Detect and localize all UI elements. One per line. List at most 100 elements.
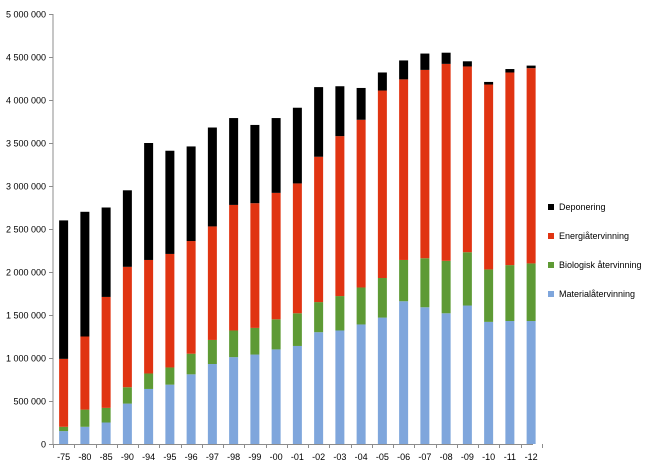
bar-segment-energi-tervinning — [250, 203, 260, 328]
bar-segment-energi-tervinning — [399, 79, 409, 260]
x-tick-label: -12 — [525, 452, 538, 462]
legend-label: Deponering — [559, 202, 606, 212]
bar-segment-biologisk-tervinning — [356, 287, 366, 325]
bar-segment-deponering — [186, 146, 196, 242]
bar-segment-energi-tervinning — [186, 241, 196, 354]
bar-segment-biologisk-tervinning — [80, 409, 90, 427]
bar-segment-deponering — [420, 53, 430, 70]
bar-segment-material-tervinning — [441, 313, 451, 444]
bar-segment-biologisk-tervinning — [484, 269, 494, 322]
bar-segment-energi-tervinning — [526, 68, 536, 264]
x-tick-label: -00 — [270, 452, 283, 462]
bar-segment-deponering — [335, 86, 345, 137]
bar-segment-biologisk-tervinning — [271, 319, 281, 350]
x-tick-label: -07 — [418, 452, 431, 462]
x-tick-label: -03 — [333, 452, 346, 462]
bar-segment-biologisk-tervinning — [526, 263, 536, 322]
x-tick-label: -04 — [355, 452, 368, 462]
y-tick-label: 1 000 000 — [6, 354, 46, 364]
x-tick-label: -09 — [461, 452, 474, 462]
bar-segment-energi-tervinning — [420, 69, 430, 259]
bar-segment-biologisk-tervinning — [462, 252, 472, 306]
bar-segment-energi-tervinning — [122, 266, 132, 388]
bar-segment-energi-tervinning — [505, 72, 515, 266]
bar-segment-deponering — [59, 220, 69, 359]
bar-segment-deponering — [144, 143, 154, 260]
bar-segment-biologisk-tervinning — [165, 367, 175, 385]
bar-segment-biologisk-tervinning — [441, 260, 451, 314]
bar-segment-biologisk-tervinning — [250, 327, 260, 355]
x-tick-label: -05 — [376, 452, 389, 462]
y-tick-label: 2 500 000 — [6, 225, 46, 235]
y-axis: 0 500 000 1 000 000 1 500 000 2 000 000 2 500… — [6, 10, 54, 450]
bar-segment-material-tervinning — [271, 349, 281, 444]
bar-segment-energi-tervinning — [314, 156, 324, 303]
y-tick-label: 4 000 000 — [6, 96, 46, 106]
x-tick-label: -80 — [78, 452, 91, 462]
bar-segment-material-tervinning — [80, 426, 90, 444]
bar-segment-material-tervinning — [420, 307, 430, 444]
bar-segment-energi-tervinning — [144, 259, 154, 374]
bar-segment-energi-tervinning — [377, 90, 387, 279]
legend-label: Energiåtervinning — [559, 231, 629, 241]
x-tick-label: -98 — [227, 452, 240, 462]
y-tick-label: 3 500 000 — [6, 139, 46, 149]
bar-segment-deponering — [250, 124, 260, 204]
bar-segment-material-tervinning — [165, 384, 175, 444]
bar-segment-biologisk-tervinning — [420, 258, 430, 308]
legend-label: Materialåtervinning — [559, 289, 635, 299]
bars — [59, 52, 536, 444]
bar-segment-energi-tervinning — [271, 192, 281, 320]
bar-segment-deponering — [314, 87, 324, 157]
x-tick-label: -99 — [248, 452, 261, 462]
x-tick-label: -02 — [312, 452, 325, 462]
bar-segment-material-tervinning — [377, 317, 387, 444]
bar-segment-material-tervinning — [292, 345, 302, 444]
bar-segment-energi-tervinning — [101, 296, 111, 408]
bar-segment-material-tervinning — [250, 354, 260, 444]
bar-segment-energi-tervinning — [484, 84, 494, 270]
x-tick-label: -08 — [440, 452, 453, 462]
legend-swatch — [548, 233, 554, 239]
bar-segment-biologisk-tervinning — [229, 330, 239, 358]
x-tick-label: -75 — [57, 452, 70, 462]
bar-segment-energi-tervinning — [462, 66, 472, 253]
bar-segment-deponering — [484, 81, 494, 85]
bar-segment-energi-tervinning — [229, 204, 239, 331]
x-tick-label: -01 — [291, 452, 304, 462]
y-tick-label: 0 — [41, 440, 46, 450]
bar-segment-material-tervinning — [526, 321, 536, 444]
bar-segment-biologisk-tervinning — [207, 339, 217, 365]
x-tick-label: -96 — [185, 452, 198, 462]
bar-segment-material-tervinning — [122, 403, 132, 444]
bar-segment-material-tervinning — [207, 364, 217, 444]
bar-segment-material-tervinning — [144, 388, 154, 444]
bar-segment-energi-tervinning — [356, 119, 366, 288]
bar-segment-biologisk-tervinning — [122, 387, 132, 404]
legend-label: Biologisk återvinning — [559, 260, 642, 270]
bar-segment-energi-tervinning — [207, 226, 217, 340]
bar-segment-material-tervinning — [314, 332, 324, 444]
bar-segment-deponering — [101, 207, 111, 297]
bar-segment-material-tervinning — [484, 321, 494, 444]
x-tick-label: -94 — [142, 452, 155, 462]
bar-segment-material-tervinning — [229, 357, 239, 444]
bar-segment-energi-tervinning — [165, 253, 175, 368]
y-tick-label: 500 000 — [13, 397, 46, 407]
bar-segment-biologisk-tervinning — [399, 259, 409, 302]
bar-segment-deponering — [207, 127, 217, 227]
bar-segment-deponering — [165, 150, 175, 254]
legend-swatch — [548, 291, 554, 297]
bar-segment-deponering — [271, 118, 281, 193]
legend: Deponering Energiåtervinning Biologisk åte… — [548, 202, 642, 299]
bar-segment-deponering — [80, 211, 90, 337]
bar-segment-biologisk-tervinning — [186, 353, 196, 375]
y-tick-label: 2 000 000 — [6, 268, 46, 278]
bar-segment-deponering — [441, 52, 451, 64]
bar-segment-energi-tervinning — [335, 136, 345, 297]
bar-segment-deponering — [377, 72, 387, 91]
x-tick-label: -11 — [504, 452, 516, 462]
legend-swatch — [548, 262, 554, 268]
bar-segment-biologisk-tervinning — [101, 407, 111, 423]
